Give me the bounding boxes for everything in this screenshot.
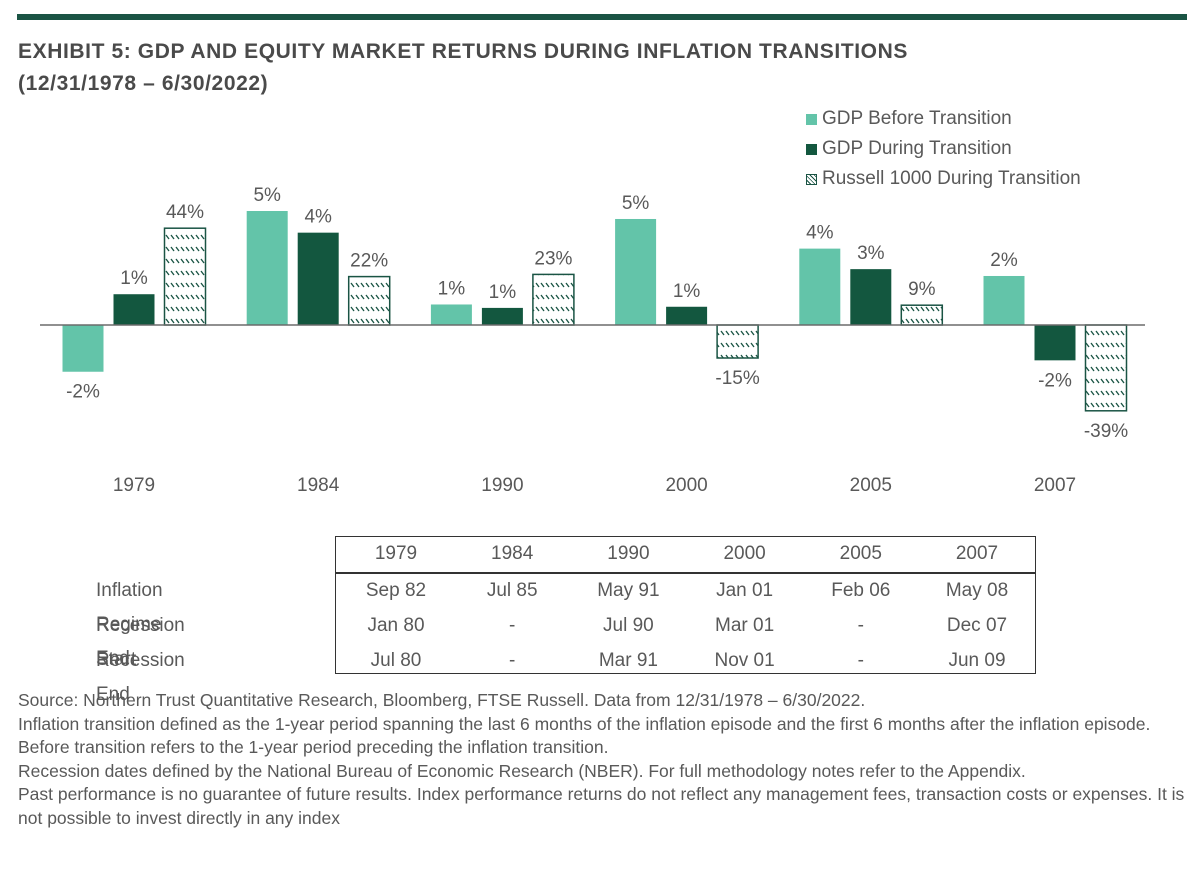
bar-gdp-during-1979: [113, 294, 155, 325]
table-row-label: Recession Start: [96, 615, 185, 670]
table-cell: Mar 01: [715, 615, 775, 636]
data-label: 2%: [990, 250, 1018, 271]
table-cell: -: [509, 650, 516, 671]
table-column-header: 1984: [491, 543, 534, 564]
table-cell: Jun 09: [948, 650, 1006, 671]
table-header-divider: [335, 572, 1036, 574]
legend-item-gdp-before: GDP Before Transition: [806, 104, 1081, 134]
data-label: 3%: [857, 243, 885, 264]
header-accent-bar: [17, 14, 1187, 20]
chart-title-line-1: EXHIBIT 5: GDP AND EQUITY MARKET RETURNS…: [18, 40, 908, 63]
table-cell: Feb 06: [831, 580, 891, 601]
data-label: 1%: [489, 282, 517, 303]
data-label: 4%: [304, 207, 332, 228]
table-column-header: 2000: [723, 543, 766, 564]
table-cell: Nov 01: [714, 650, 775, 671]
bar-gdp-during-2005: [850, 269, 892, 325]
footnote-recession: Recession dates defined by the National …: [18, 760, 1026, 781]
x-tick-label: 2007: [1034, 475, 1076, 496]
table-cell: May 08: [945, 580, 1009, 601]
table-row-label: Recession End: [96, 650, 185, 705]
bar-russell-2005: [900, 304, 944, 326]
table-column-header: 1979: [374, 543, 418, 564]
bar-gdp-before-1984: [246, 211, 288, 325]
legend-label: GDP Before Transition: [822, 108, 1012, 129]
chart-title: EXHIBIT 5: GDP AND EQUITY MARKET RETURNS…: [18, 36, 908, 100]
bar-gdp-during-1984: [297, 232, 339, 325]
data-label: 4%: [806, 223, 834, 244]
legend-item-gdp-during: GDP During Transition: [806, 134, 1081, 164]
table-cell: Dec 07: [946, 615, 1008, 636]
data-label: -2%: [66, 382, 100, 403]
legend-item-russell: Russell 1000 During Transition: [806, 164, 1081, 194]
footnote-disclaimer: Past performance is no guarantee of futu…: [18, 784, 1185, 828]
legend-swatch-gdp-during-icon: [806, 143, 817, 155]
table-column-header: 2005: [839, 543, 882, 564]
bar-russell-1990: [532, 273, 575, 326]
data-label: 5%: [253, 185, 281, 206]
bar-russell-2007: [1084, 324, 1128, 412]
footnote-source: Source: Northern Trust Quantitative Rese…: [18, 690, 866, 710]
x-tick-label: 1990: [481, 475, 523, 496]
table-cell: -: [857, 615, 864, 636]
table-cell: May 91: [597, 580, 660, 601]
footnotes: Source: Northern Trust Quantitative Rese…: [18, 689, 1188, 830]
legend-label: GDP During Transition: [822, 138, 1012, 159]
legend-label: Russell 1000 During Transition: [822, 168, 1081, 189]
table-cell: Jan 80: [367, 615, 425, 636]
data-label: 9%: [908, 279, 936, 300]
bar-gdp-during-2007: [1034, 325, 1076, 361]
table-cell: -: [857, 650, 864, 671]
chart-title-line-2: (12/31/1978 – 6/30/2022): [18, 72, 269, 95]
data-label: -39%: [1084, 421, 1128, 442]
data-label: 5%: [622, 193, 650, 214]
table-border: [335, 536, 1036, 674]
table-cell: Sep 82: [365, 580, 427, 601]
data-label: 44%: [166, 202, 204, 223]
x-tick-label: 2000: [665, 475, 707, 496]
bar-russell-2000: [716, 324, 759, 359]
data-label: 22%: [350, 251, 388, 272]
data-label: 1%: [438, 278, 466, 299]
table-row-label: Inflation Regime End: [96, 580, 163, 669]
data-label: -15%: [715, 368, 759, 389]
bar-gdp-before-2000: [615, 218, 657, 325]
data-label: 1%: [673, 281, 701, 302]
legend-swatch-gdp-before-icon: [806, 113, 817, 125]
x-tick-label: 1979: [113, 475, 155, 496]
bar-russell-1984: [347, 275, 391, 326]
table-column-header: 1990: [607, 543, 650, 564]
legend-swatch-russell-hatched-icon: [806, 173, 817, 185]
bar-chart: -2% 1% 44% 1979 5% 4% 22% 1984 1% 1% 23% 1990 5% 1% -1…: [40, 185, 1145, 496]
bar-gdp-before-1979: [62, 325, 104, 372]
data-label: -2%: [1038, 370, 1072, 391]
bar-gdp-before-2005: [799, 248, 841, 325]
table-cell: Jul 90: [603, 615, 654, 636]
data-label: 23%: [534, 248, 572, 269]
chart-legend: GDP Before Transition GDP During Transit…: [806, 104, 1081, 194]
table-cell: Jul 80: [370, 650, 422, 671]
data-label: 1%: [120, 268, 148, 289]
bar-gdp-before-2007: [983, 275, 1025, 325]
table-cell: Jan 01: [716, 580, 774, 601]
bar-gdp-before-1990: [430, 304, 472, 325]
table-cell: Jul 85: [486, 580, 538, 601]
table-column-header: 2007: [955, 543, 999, 564]
x-tick-label: 2005: [850, 475, 892, 496]
footnote-definition: Inflation transition defined as the 1-ye…: [18, 713, 1151, 758]
bar-gdp-during-1990: [481, 307, 523, 325]
bar-gdp-during-2000: [666, 306, 708, 325]
table-cell: Mar 91: [598, 650, 658, 671]
bar-russell-1979: [163, 227, 207, 326]
x-tick-label: 1984: [297, 475, 340, 496]
table-cell: -: [509, 615, 516, 636]
